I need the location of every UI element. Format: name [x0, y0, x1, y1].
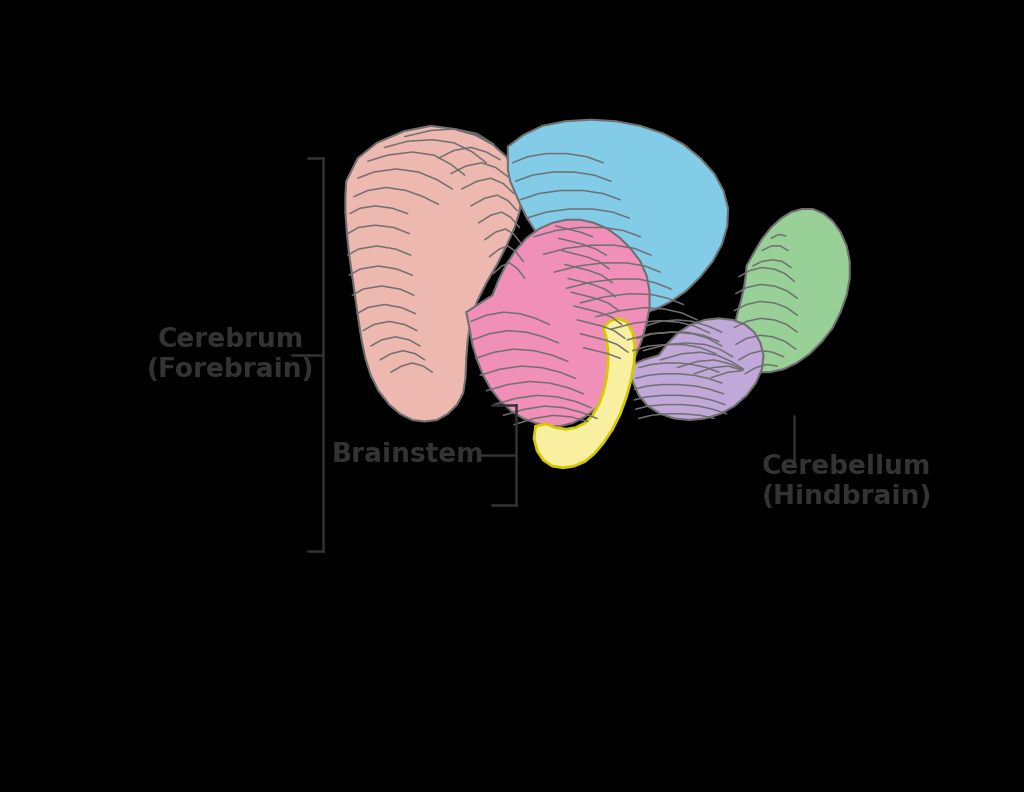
Polygon shape	[345, 126, 521, 421]
Text: Cerebellum
(Hindbrain): Cerebellum (Hindbrain)	[762, 454, 932, 509]
Polygon shape	[535, 318, 635, 468]
Polygon shape	[630, 318, 764, 420]
Polygon shape	[508, 120, 728, 315]
Text: Brainstem: Brainstem	[332, 442, 484, 467]
Polygon shape	[733, 209, 850, 372]
Text: Cerebrum
(Forebrain): Cerebrum (Forebrain)	[146, 326, 314, 383]
Polygon shape	[466, 219, 649, 426]
